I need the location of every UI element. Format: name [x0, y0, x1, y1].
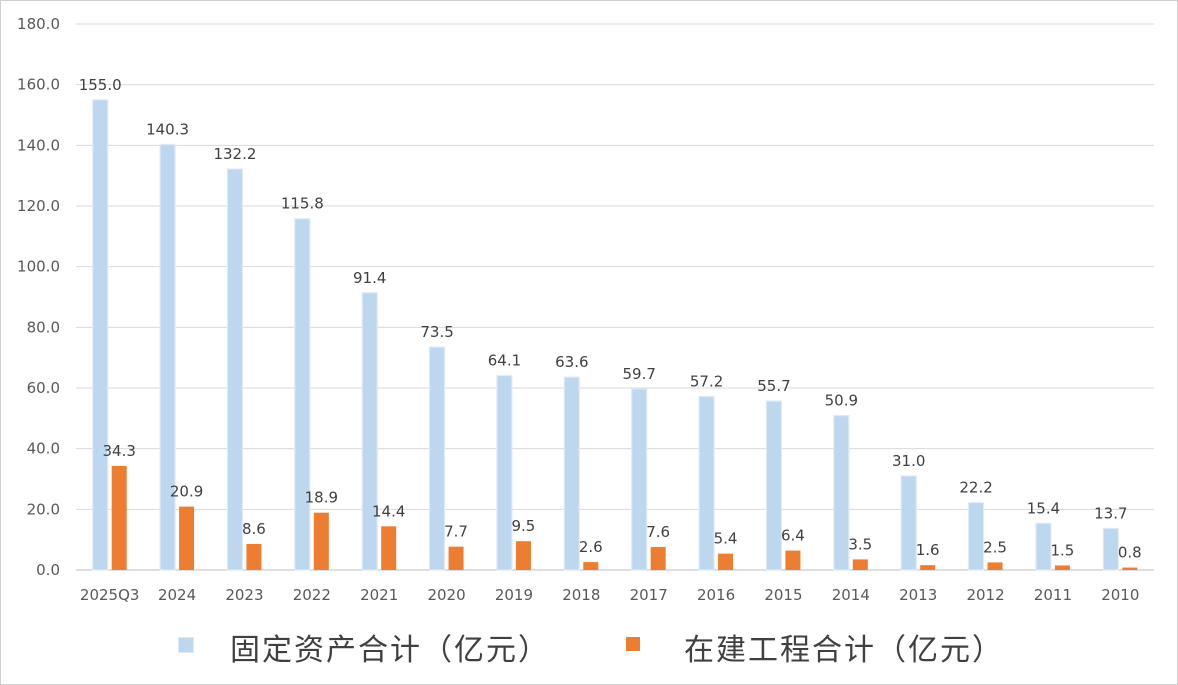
bar-fixed-assets	[967, 502, 985, 571]
data-label-fixed-assets: 55.7	[757, 377, 790, 395]
data-label-construction: 6.4	[781, 527, 805, 545]
y-tick-label: 140.0	[17, 136, 60, 154]
x-tick-label: 2014	[832, 586, 870, 604]
x-tick-label: 2018	[562, 586, 600, 604]
data-label-fixed-assets: 13.7	[1094, 504, 1127, 522]
x-tick-label: 2010	[1101, 586, 1139, 604]
data-label-fixed-assets: 115.8	[281, 195, 324, 213]
bar-construction	[246, 543, 262, 570]
x-tick-label: 2024	[158, 586, 196, 604]
data-label-construction: 1.6	[916, 541, 940, 559]
data-label-construction: 7.6	[646, 523, 670, 541]
data-label-construction: 1.5	[1051, 541, 1075, 559]
data-label-construction: 9.5	[512, 517, 536, 535]
x-tick-label: 2022	[293, 586, 331, 604]
bar-fixed-assets	[765, 400, 783, 571]
x-tick-label: 2011	[1034, 586, 1072, 604]
x-tick-label: 2021	[360, 586, 398, 604]
x-tick-label: 2016	[697, 586, 735, 604]
bar-construction	[515, 541, 531, 570]
data-label-fixed-assets: 140.3	[146, 120, 189, 138]
x-tick-label: 2023	[225, 586, 263, 604]
x-tick-label: 2013	[899, 586, 937, 604]
data-label-construction: 7.7	[444, 523, 468, 541]
bar-fixed-assets	[92, 99, 109, 571]
chart-legend: 固定资产合计（亿元） 在建工程合计（亿元）	[0, 615, 1178, 671]
bar-fixed-assets	[698, 395, 715, 571]
data-label-construction: 2.5	[983, 538, 1007, 556]
y-tick-label: 20.0	[27, 500, 60, 518]
y-tick-label: 100.0	[17, 258, 60, 276]
data-label-construction: 14.4	[372, 502, 405, 520]
bar-fixed-assets	[361, 292, 378, 571]
legend-swatch-fixed-assets	[178, 637, 194, 653]
bar-fixed-assets	[428, 346, 446, 571]
bar-construction	[179, 506, 195, 570]
data-label-construction: 5.4	[714, 530, 738, 548]
bar-construction	[718, 553, 734, 570]
legend-label-construction: 在建工程合计（亿元）	[684, 633, 1004, 668]
data-label-fixed-assets: 31.0	[892, 452, 925, 470]
data-label-construction: 20.9	[170, 483, 203, 501]
x-tick-label: 2019	[495, 586, 533, 604]
data-label-fixed-assets: 59.7	[622, 365, 655, 383]
bar-fixed-assets	[563, 376, 580, 571]
x-tick-label: 2015	[764, 586, 802, 604]
data-label-construction: 0.8	[1118, 544, 1142, 562]
data-label-fixed-assets: 132.2	[213, 145, 256, 163]
bar-construction	[785, 550, 801, 570]
data-label-construction: 34.3	[102, 442, 135, 460]
y-tick-label: 0.0	[36, 561, 60, 579]
data-label-fixed-assets: 63.6	[555, 353, 588, 371]
x-tick-label: 2020	[427, 586, 465, 604]
bar-construction	[852, 559, 868, 570]
data-label-fixed-assets: 91.4	[353, 269, 386, 287]
bar-construction	[1054, 565, 1070, 570]
y-tick-label: 180.0	[17, 15, 60, 33]
bar-construction	[987, 562, 1003, 570]
bar-construction	[111, 465, 127, 570]
data-label-fixed-assets: 64.1	[488, 352, 521, 370]
data-label-fixed-assets: 22.2	[959, 479, 992, 497]
legend-swatch-construction	[626, 637, 640, 651]
bar-construction	[1122, 567, 1138, 570]
data-label-fixed-assets: 73.5	[420, 323, 453, 341]
data-label-construction: 18.9	[305, 489, 338, 507]
bar-construction	[920, 565, 936, 570]
data-label-fixed-assets: 15.4	[1027, 499, 1060, 517]
y-tick-label: 60.0	[27, 379, 60, 397]
bar-construction	[448, 546, 464, 570]
bar-fixed-assets	[1102, 527, 1119, 571]
x-tick-label: 2012	[966, 586, 1004, 604]
y-tick-label: 80.0	[27, 318, 60, 336]
bar-fixed-assets	[294, 218, 311, 571]
bar-fixed-assets	[900, 475, 917, 571]
bar-construction	[650, 546, 666, 570]
legend-label-fixed-assets: 固定资产合计（亿元）	[230, 633, 550, 668]
data-label-fixed-assets: 57.2	[690, 372, 723, 390]
y-tick-label: 120.0	[17, 197, 60, 215]
bar-fixed-assets	[833, 415, 850, 571]
bar-construction	[313, 512, 329, 570]
bar-fixed-assets	[1035, 522, 1052, 571]
data-label-fixed-assets: 50.9	[825, 392, 858, 410]
x-tick-label: 2017	[630, 586, 668, 604]
data-label-construction: 8.6	[242, 520, 266, 538]
bar-chart: 0.0 20.0 40.0 60.0 80.0 100.0 120.0 140.0 160.0 1…	[17, 15, 1154, 604]
bar-fixed-assets	[496, 374, 513, 571]
bar-fixed-assets	[159, 143, 176, 571]
data-label-fixed-assets: 155.0	[79, 76, 122, 94]
x-tick-label: 2025Q3	[80, 586, 140, 604]
bar-fixed-assets	[631, 388, 648, 571]
bar-fixed-assets	[226, 168, 244, 571]
data-label-construction: 3.5	[848, 535, 872, 553]
y-tick-label: 160.0	[17, 76, 60, 94]
bar-construction	[381, 526, 397, 570]
data-label-construction: 2.6	[579, 538, 603, 556]
y-tick-label: 40.0	[27, 440, 60, 458]
bar-construction	[583, 562, 599, 570]
